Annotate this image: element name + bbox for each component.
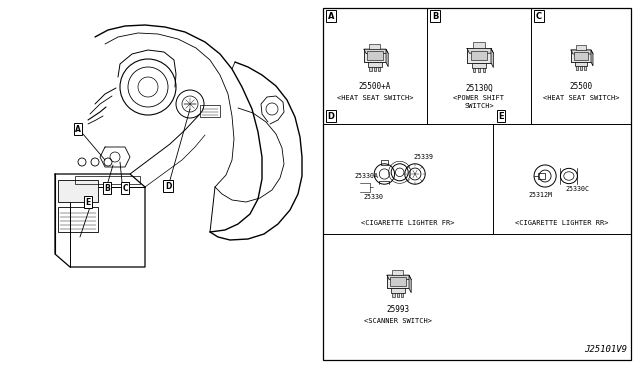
Bar xyxy=(538,173,545,179)
Bar xyxy=(473,68,476,73)
Bar xyxy=(478,68,480,73)
Bar xyxy=(571,50,591,62)
Text: A: A xyxy=(75,125,81,134)
Bar xyxy=(367,51,383,60)
Bar xyxy=(576,66,578,70)
Bar xyxy=(470,51,488,60)
Bar xyxy=(58,207,98,232)
Polygon shape xyxy=(364,49,388,54)
Text: 25330C: 25330C xyxy=(565,186,589,192)
Text: A: A xyxy=(328,12,334,20)
Bar xyxy=(378,67,381,71)
Bar xyxy=(200,105,220,117)
Text: <CIGARETTE LIGHTER RR>: <CIGARETTE LIGHTER RR> xyxy=(515,220,609,226)
Text: 25312M: 25312M xyxy=(528,192,552,198)
Text: C: C xyxy=(122,183,128,192)
Bar xyxy=(369,67,372,71)
Bar xyxy=(390,278,406,286)
Text: B: B xyxy=(104,183,110,192)
Bar xyxy=(364,49,386,62)
Bar xyxy=(473,42,485,48)
Bar xyxy=(369,44,381,49)
Text: <POWER SHIFT: <POWER SHIFT xyxy=(454,95,504,101)
Bar xyxy=(392,288,404,293)
Polygon shape xyxy=(467,48,493,53)
Text: 25330: 25330 xyxy=(363,194,383,200)
Bar xyxy=(483,68,485,73)
Text: <HEAT SEAT SWITCH>: <HEAT SEAT SWITCH> xyxy=(543,95,620,101)
Text: <CIGARETTE LIGHTER FR>: <CIGARETTE LIGHTER FR> xyxy=(361,220,455,226)
Text: 25339: 25339 xyxy=(413,154,433,160)
Bar xyxy=(574,52,588,60)
Text: 25500: 25500 xyxy=(570,81,593,90)
Text: 25500+A: 25500+A xyxy=(359,81,391,90)
Bar xyxy=(381,160,388,165)
Text: E: E xyxy=(85,198,91,206)
Bar xyxy=(575,62,587,66)
Bar xyxy=(369,62,381,67)
Polygon shape xyxy=(409,275,411,293)
Polygon shape xyxy=(387,275,411,280)
Text: B: B xyxy=(432,12,438,20)
Bar xyxy=(467,48,491,63)
Text: E: E xyxy=(498,112,504,121)
Text: 25130Q: 25130Q xyxy=(465,83,493,93)
Text: <HEAT SEAT SWITCH>: <HEAT SEAT SWITCH> xyxy=(337,95,413,101)
Text: <SCANNER SWITCH>: <SCANNER SWITCH> xyxy=(364,318,432,324)
Polygon shape xyxy=(591,50,593,66)
Bar xyxy=(75,176,140,184)
Bar xyxy=(392,270,403,275)
Bar xyxy=(387,275,409,288)
Text: 25993: 25993 xyxy=(387,305,410,314)
Bar xyxy=(580,66,582,70)
Bar xyxy=(472,63,486,68)
Text: D: D xyxy=(328,112,335,121)
Text: SWITCH>: SWITCH> xyxy=(464,103,494,109)
Bar xyxy=(576,45,586,50)
Bar xyxy=(323,8,631,360)
Polygon shape xyxy=(386,49,388,67)
Bar xyxy=(401,293,403,297)
Text: 25330A: 25330A xyxy=(354,173,378,179)
Bar xyxy=(397,293,399,297)
Text: D: D xyxy=(165,182,171,190)
Polygon shape xyxy=(491,48,493,68)
Polygon shape xyxy=(571,50,593,54)
Text: J25101V9: J25101V9 xyxy=(584,345,627,354)
Bar xyxy=(374,67,376,71)
Bar xyxy=(584,66,586,70)
Text: C: C xyxy=(536,12,542,20)
Bar xyxy=(58,180,98,202)
Bar xyxy=(392,293,395,297)
